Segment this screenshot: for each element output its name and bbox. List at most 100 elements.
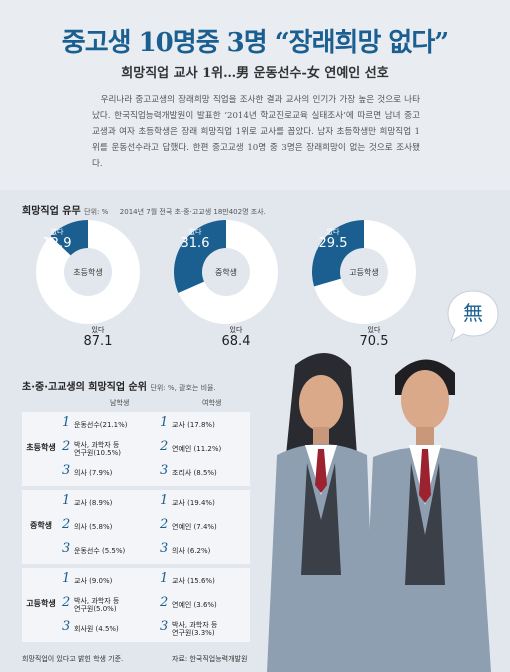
pie-section-unit: 단위: % — [84, 208, 109, 216]
pie-no-label-2: 없다 29.5 — [316, 228, 350, 252]
students-illustration — [267, 352, 491, 672]
table-cell-line: 교사 (17.8%) — [172, 421, 215, 429]
rank-number: 1 — [160, 415, 169, 430]
rank-number: 2 — [160, 517, 169, 532]
table-cell-female: 연예인 (3.6%) — [172, 601, 217, 609]
pie-no-text-1: 없다 — [188, 228, 202, 236]
pie-no-label-1: 없다 31.6 — [178, 228, 212, 252]
rank-number: 1 — [160, 571, 169, 586]
table-cell-line: 의사 (7.9%) — [74, 469, 113, 477]
pie-hole-1 — [202, 248, 250, 296]
source-credit: 자료: 한국직업능력개발원 — [172, 655, 248, 663]
table-cell-female: 연예인 (7.4%) — [172, 523, 217, 531]
rank-number: 2 — [62, 517, 71, 532]
page-title: 중고생 10명중 3명 “장래희망 없다” — [61, 28, 449, 58]
table-cell-line: 연구원(5.0%) — [74, 605, 117, 613]
table-group-0 — [22, 412, 250, 486]
pie-no-text-2: 없다 — [326, 228, 340, 236]
table-cell-male: 회사원 (4.5%) — [74, 625, 119, 633]
table-cell-line: 박사, 과학자 등 — [172, 621, 218, 629]
pie-yes-value-1: 68.4 — [221, 334, 251, 350]
table-cell-line: 회사원 (4.5%) — [74, 625, 119, 633]
rank-number: 2 — [160, 439, 169, 454]
rank-number: 3 — [160, 463, 169, 478]
table-group-1 — [22, 490, 250, 564]
group-label-0: 초등학생 — [26, 443, 56, 452]
table-cell-male: 의사 (5.8%) — [74, 523, 112, 531]
page-subtitle: 희망직업 교사 1위…男 운동선수-女 연예인 선호 — [121, 66, 389, 81]
pie-no-text-0: 없다 — [50, 228, 64, 236]
ranking-section-title-text: 초·중·고교생의 희망직업 순위 — [22, 382, 147, 393]
ranking-section-unit: 단위: %, 괄호는 비율. — [150, 384, 216, 392]
pie-section-title: 희망직업 유무 단위: % 2014년 7월 전국 초·중·고교생 18만402… — [22, 202, 266, 217]
table-cell-male: 박사, 과학자 등 연구원(5.0%) — [74, 597, 119, 613]
pie-section-title-text: 희망직업 유무 — [22, 206, 81, 217]
table-cell-line: 연예인 (11.2%) — [172, 445, 222, 453]
table-cell-line: 교사 (19.4%) — [172, 499, 215, 507]
pie-center-label-1: 중학생 — [214, 268, 238, 277]
table-cell-male: 운동선수(21.1%) — [74, 421, 127, 429]
table-cell-male: 교사 (8.9%) — [74, 499, 112, 507]
table-cell-female: 연예인 (11.2%) — [172, 445, 221, 453]
table-cell-line: 의사 (6.2%) — [172, 547, 211, 555]
rank-number: 1 — [160, 493, 169, 508]
table-cell-female: 교사 (17.8%) — [172, 421, 215, 429]
rank-number: 1 — [62, 493, 71, 508]
table-cell-male: 의사 (7.9%) — [74, 469, 112, 477]
table-cell-line: 연예인 (3.6%) — [172, 601, 217, 609]
table-cell-female: 박사, 과학자 등 연구원(3.3%) — [172, 621, 217, 637]
table-cell-line: 연구원(3.3%) — [172, 629, 215, 637]
table-cell-male: 교사 (9.0%) — [74, 577, 112, 585]
pie-charts-svg — [36, 220, 416, 324]
table-group-2 — [22, 568, 250, 642]
table-cell-line: 박사, 과학자 등 — [74, 597, 120, 605]
table-cell-line: 교사 (9.0%) — [74, 577, 113, 585]
rank-number: 3 — [160, 541, 169, 556]
rank-number: 2 — [62, 595, 71, 610]
pie-center-label-0: 초등학생 — [73, 268, 103, 277]
pie-yes-label-0: 있다 87.1 — [68, 326, 128, 350]
rank-number: 3 — [62, 541, 71, 556]
table-cell-line: 교사 (8.9%) — [74, 499, 113, 507]
table-cell-female: 교사 (15.6%) — [172, 577, 215, 585]
table-cell-male: 박사, 과학자 등 연구원(10.5%) — [74, 441, 121, 457]
table-cell-line: 연구원(10.5%) — [74, 449, 122, 457]
pie-section-note: 2014년 7월 전국 초·중·고교생 18만402명 조사. — [119, 208, 266, 216]
column-header-male: 남학생 — [110, 399, 130, 407]
pie-yes-value-0: 87.1 — [83, 334, 113, 350]
ranking-section-title: 초·중·고교생의 희망직업 순위 단위: %, 괄호는 비율. — [22, 378, 216, 393]
pie-yes-label-2: 있다 70.5 — [344, 326, 404, 350]
table-cell-female: 의사 (6.2%) — [172, 547, 210, 555]
pie-no-value-0: 12.9 — [42, 236, 72, 252]
pie-no-value-2: 29.5 — [318, 236, 348, 252]
header-panel: 중고생 10명중 3명 “장래희망 없다” 희망직업 교사 1위…男 운동선수-… — [0, 0, 510, 190]
pie-hole-2 — [340, 248, 388, 296]
pie-no-label-0: 없다 12.9 — [40, 228, 74, 252]
girl-figure — [267, 352, 375, 672]
rank-number: 2 — [160, 595, 169, 610]
group-label-1: 중학생 — [29, 521, 53, 530]
rank-number: 3 — [62, 463, 71, 478]
pie-no-value-1: 31.6 — [180, 236, 210, 252]
pie-yes-text-2: 있다 — [367, 326, 381, 334]
rank-number: 1 — [62, 415, 71, 430]
table-cell-line: 교사 (15.6%) — [172, 577, 215, 585]
table-cell-line: 조리사 (8.5%) — [172, 469, 217, 477]
boy-figure — [363, 359, 491, 672]
table-cell-line: 의사 (5.8%) — [74, 523, 113, 531]
table-cell-line: 박사, 과학자 등 — [74, 441, 120, 449]
pie-center-label-2: 고등학생 — [349, 268, 379, 277]
footnote: 희망직업이 있다고 밝힌 학생 기준. — [22, 655, 124, 663]
column-header-female: 여학생 — [202, 399, 222, 407]
rank-number: 2 — [62, 439, 71, 454]
table-cell-female: 교사 (19.4%) — [172, 499, 215, 507]
bubble-text: 無 — [463, 301, 483, 325]
pie-yes-text-1: 있다 — [229, 326, 243, 334]
table-cell-line: 연예인 (7.4%) — [172, 523, 217, 531]
pie-yes-label-1: 있다 68.4 — [206, 326, 266, 350]
pie-hole-0 — [64, 248, 112, 296]
intro-paragraph: 우리나라 중고교생의 장래희망 직업을 조사한 결과 교사의 인기가 가장 높은… — [92, 95, 420, 169]
speech-bubble — [447, 290, 499, 343]
table-cell-line: 운동선수(21.1%) — [74, 421, 128, 429]
